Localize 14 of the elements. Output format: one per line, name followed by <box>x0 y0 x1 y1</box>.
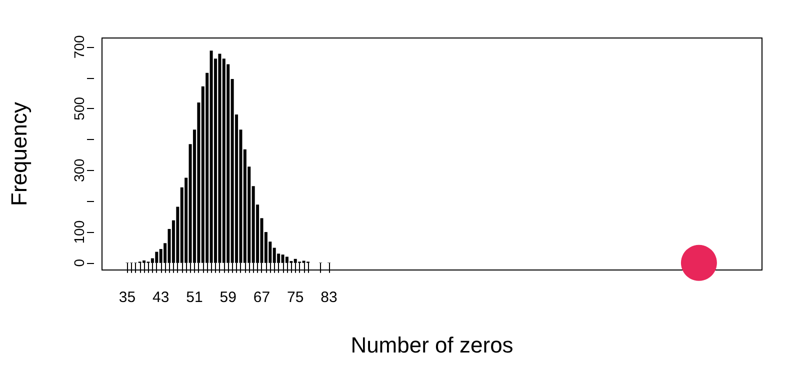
x-tick-label: 51 <box>186 289 203 306</box>
x-axis-title: Number of zeros <box>350 332 514 358</box>
y-tick-label: 0 <box>71 258 87 267</box>
y-tick-label: 300 <box>71 158 87 182</box>
y-tick-label: 500 <box>71 96 87 120</box>
x-tick-label: 67 <box>253 289 270 306</box>
x-tick-label: 59 <box>220 289 236 306</box>
y-tick-label: 100 <box>71 220 87 244</box>
x-tick-label: 83 <box>320 289 338 306</box>
x-tick-label: 35 <box>118 289 136 306</box>
y-tick-label: 700 <box>71 35 87 59</box>
x-tick-label: 75 <box>287 289 304 306</box>
x-tick-label: 43 <box>152 289 170 306</box>
y-axis-title: Frequency <box>6 102 32 206</box>
